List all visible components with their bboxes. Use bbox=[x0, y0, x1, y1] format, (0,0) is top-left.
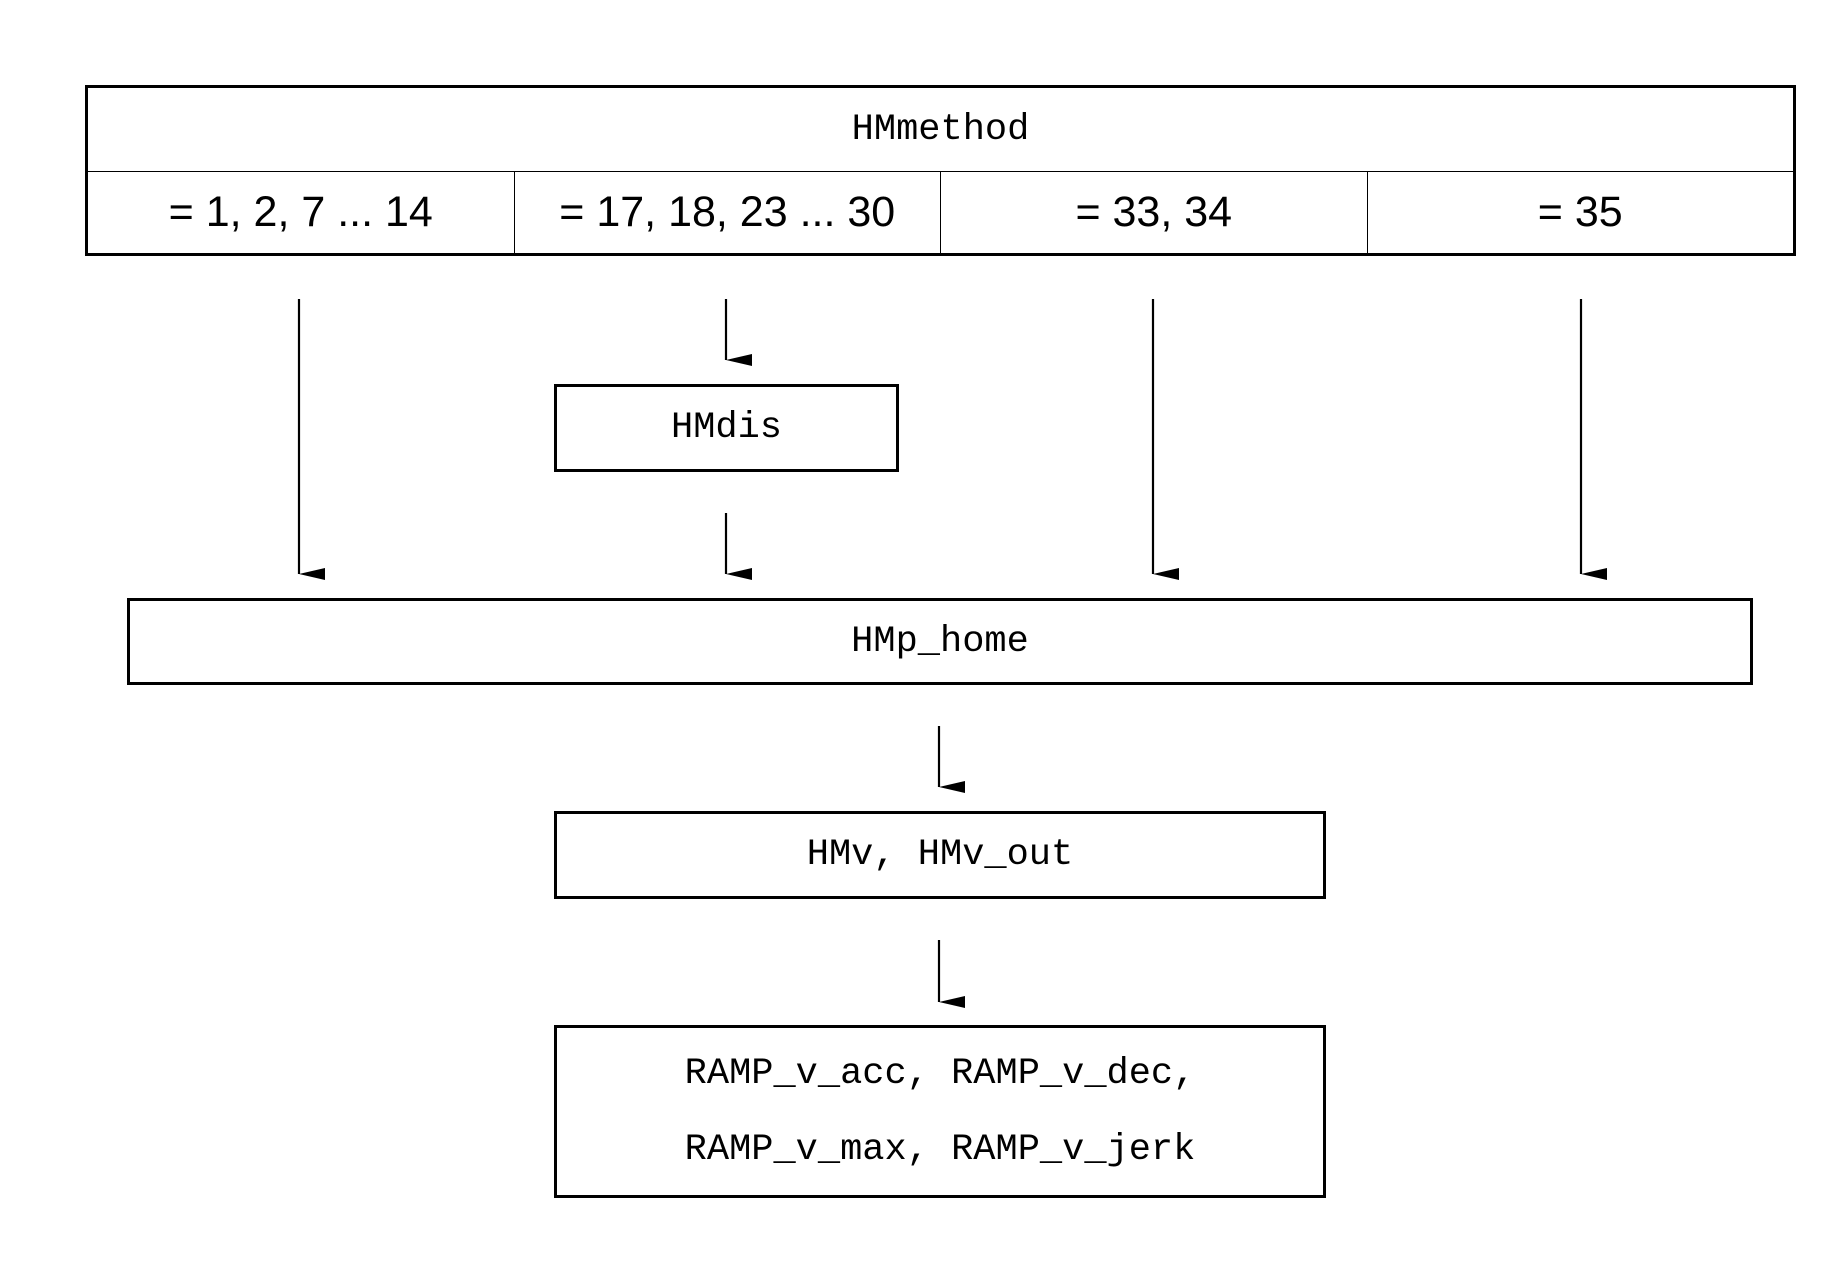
ramp-label-line-1: RAMP_v_acc, RAMP_v_dec, bbox=[684, 1052, 1196, 1095]
hmp-home-box: HMp_home bbox=[127, 598, 1753, 685]
hmv-box: HMv, HMv_out bbox=[554, 811, 1326, 899]
hmp-home-label: HMp_home bbox=[851, 620, 1029, 663]
ramp-label-line-2: RAMP_v_max, RAMP_v_jerk bbox=[684, 1128, 1196, 1171]
hmdis-box: HMdis bbox=[554, 384, 899, 472]
case-cell-1: = 1, 2, 7 ... 14 bbox=[168, 188, 433, 236]
hmmethod-header: HMmethod bbox=[88, 88, 1793, 172]
hmdis-label: HMdis bbox=[670, 407, 783, 449]
hmv-label: HMv, HMv_out bbox=[806, 834, 1074, 876]
case-cell-2: = 17, 18, 23 ... 30 bbox=[513, 172, 941, 253]
hmmethod-table: HMmethod = 1, 2, 7 ... 14 = 17, 18, 23 .… bbox=[85, 85, 1796, 256]
case-cell-3: = 33, 34 bbox=[940, 172, 1367, 253]
hmmethod-cases-row: = 1, 2, 7 ... 14 = 17, 18, 23 ... 30 = 3… bbox=[88, 172, 1793, 253]
case-cell-4: = 35 bbox=[1366, 172, 1794, 253]
ramp-box: RAMP_v_acc, RAMP_v_dec, RAMP_v_max, RAMP… bbox=[554, 1025, 1326, 1198]
